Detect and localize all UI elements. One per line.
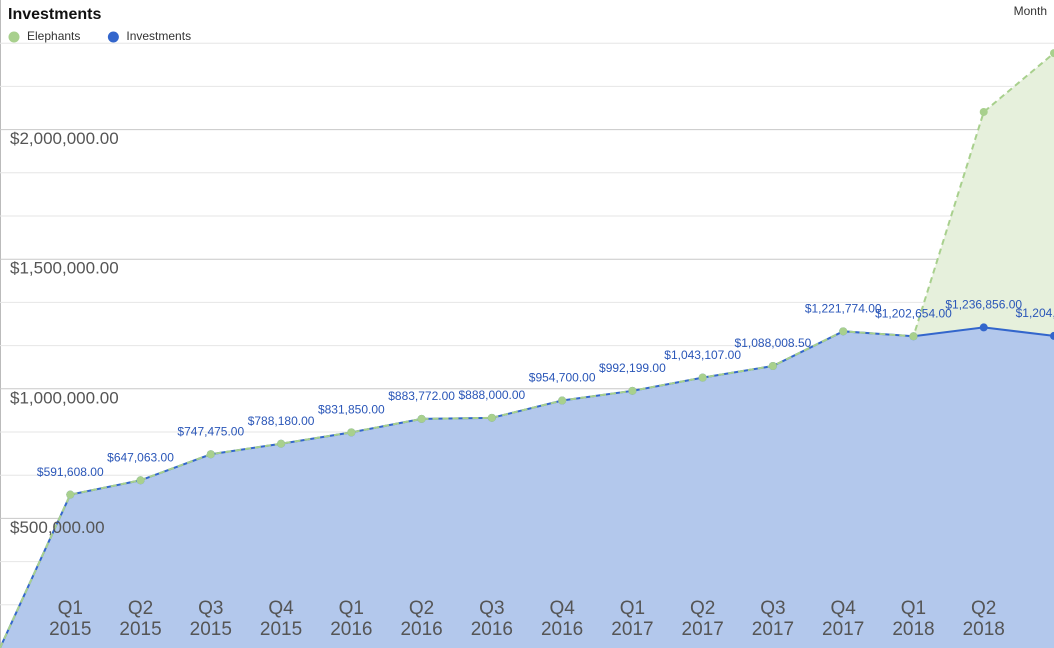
- point: [1050, 331, 1054, 340]
- point: [979, 323, 988, 332]
- x-tick-label: Q2 2017: [681, 598, 724, 640]
- point: [487, 413, 496, 422]
- x-tick-label: Q4 2015: [259, 598, 303, 640]
- point: [839, 327, 848, 336]
- data-label: $788,180.00: [248, 414, 315, 428]
- x-tick-label: Q3 2015: [189, 598, 232, 640]
- data-label: $831,850.00: [318, 403, 385, 417]
- point: [1050, 49, 1054, 58]
- point: [698, 373, 707, 382]
- x-tick-label: Q1 2015: [49, 598, 92, 640]
- point: [277, 439, 286, 448]
- x-tick-label: Q3 2016: [470, 598, 513, 640]
- chart-title: Investments: [8, 6, 101, 23]
- data-label: $954,700.00: [529, 371, 596, 385]
- data-label: $888,000.00: [458, 388, 525, 402]
- x-tick-label: Q2 2018: [962, 598, 1005, 640]
- data-label: $1,202,654.00: [875, 306, 952, 320]
- y-tick-label: $1,000,000.00: [10, 388, 119, 407]
- data-label: $747,475.00: [177, 424, 244, 438]
- data-label: $591,608.00: [37, 465, 104, 479]
- data-label: $1,088,008.50: [735, 336, 812, 350]
- point: [206, 450, 215, 459]
- data-label: $992,199.00: [599, 361, 666, 375]
- legend-label: Elephants: [27, 29, 80, 43]
- point: [558, 396, 567, 405]
- data-label: $1,043,107.00: [664, 348, 741, 362]
- x-tick-label: Q1 2016: [330, 598, 373, 640]
- data-label: $1,221,774.00: [805, 301, 882, 315]
- area: [0, 327, 1054, 648]
- y-tick-label: $1,500,000.00: [10, 259, 119, 278]
- point: [66, 490, 75, 499]
- y-tick-label: $2,000,000.00: [10, 129, 119, 148]
- data-label: $883,772.00: [388, 389, 455, 403]
- point: [979, 107, 988, 116]
- x-tick-label: Q4 2017: [822, 598, 865, 640]
- x-tick-label: Q2 2016: [400, 598, 443, 640]
- x-tick-label: Q3 2017: [751, 598, 795, 640]
- legend-marker: [107, 31, 119, 43]
- data-label: $647,063.00: [107, 450, 174, 464]
- legend-label: Investments: [126, 29, 191, 43]
- point: [909, 332, 918, 341]
- x-tick-label: Q2 2015: [119, 598, 162, 640]
- point: [628, 386, 637, 395]
- point: [417, 414, 426, 423]
- point: [136, 476, 145, 485]
- corner-label: Month: [1014, 4, 1047, 18]
- point: [347, 428, 356, 437]
- point: [768, 361, 777, 370]
- y-tick-label: $500,000.00: [10, 518, 105, 537]
- x-tick-label: Q4 2016: [540, 598, 584, 640]
- line: [0, 52, 1054, 648]
- data-label: $1,236,856.00: [945, 298, 1022, 312]
- legend-marker: [8, 31, 20, 43]
- data-label: $1,204,000.00: [1016, 306, 1054, 320]
- x-tick-label: Q1 2018: [892, 598, 935, 640]
- x-tick-label: Q1 2017: [611, 598, 654, 640]
